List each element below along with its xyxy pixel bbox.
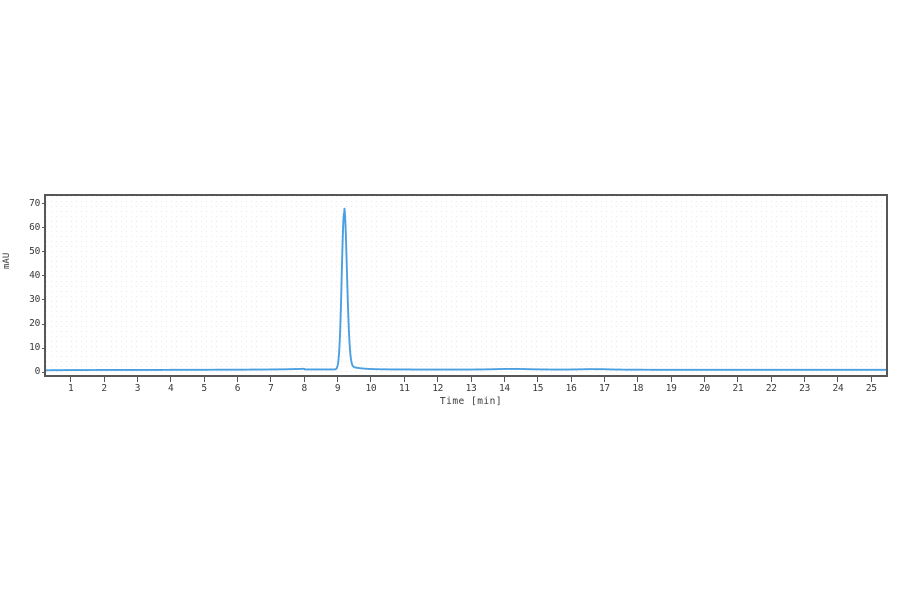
y-tick-label: 0	[34, 366, 41, 378]
x-tick-mark	[403, 377, 405, 382]
x-tick-label: 4	[168, 383, 174, 394]
x-tick-mark	[637, 377, 639, 382]
x-tick-label: 17	[599, 383, 610, 394]
x-tick-mark	[603, 377, 605, 382]
x-tick-mark	[870, 377, 872, 382]
x-tick-mark	[704, 377, 706, 382]
x-tick-mark	[170, 377, 172, 382]
x-tick-mark	[570, 377, 572, 382]
y-tick-label: 70	[29, 197, 40, 209]
x-tick-mark	[470, 377, 472, 382]
x-tick-mark	[236, 377, 238, 382]
x-tick-mark	[303, 377, 305, 382]
x-tick-label: 20	[699, 383, 710, 394]
x-tick-label: 23	[799, 383, 811, 394]
x-tick-mark	[737, 377, 739, 382]
x-tick-mark	[670, 377, 672, 382]
x-tick-label: 7	[268, 383, 274, 394]
x-tick-label: 22	[765, 383, 777, 394]
x-tick-label: 11	[398, 383, 410, 394]
x-tick-mark	[270, 377, 272, 382]
plot-area	[44, 194, 888, 377]
x-tick-mark	[337, 377, 339, 382]
x-tick-label: 12	[432, 383, 444, 394]
x-tick-mark	[804, 377, 806, 382]
chromatogram-trace-svg	[46, 207, 886, 372]
x-axis: 1 2 3 4 5 6 7 8 9 10 11 12 13 14 15 16 17 18 19 20 21 22 23 24 2…	[0, 377, 900, 399]
x-tick-label: 25	[865, 383, 877, 394]
x-tick-mark	[837, 377, 839, 382]
x-tick-mark	[370, 377, 372, 382]
x-tick-label: 14	[498, 383, 510, 394]
x-tick-label: 21	[732, 383, 744, 394]
x-tick-label: 3	[134, 383, 141, 394]
y-axis-title: mAU	[2, 252, 12, 269]
y-tick-label: 20	[29, 318, 40, 330]
x-tick-mark	[136, 377, 138, 382]
x-tick-label: 24	[832, 383, 844, 394]
x-tick-label: 13	[465, 383, 477, 394]
x-tick-label: 6	[234, 383, 241, 394]
x-tick-mark	[437, 377, 439, 382]
chromatogram-trace	[46, 207, 886, 372]
x-tick-label: 2	[101, 383, 107, 394]
y-tick-label: 30	[29, 293, 40, 305]
y-tick-label: 40	[29, 269, 40, 281]
x-axis-title: Time [min]	[0, 396, 900, 407]
y-tick-label: 60	[29, 221, 40, 233]
x-tick-label: 16	[565, 383, 577, 394]
y-axis: 0 10 20 30 40 50 60 70	[0, 190, 46, 385]
x-tick-label: 10	[365, 383, 377, 394]
y-tick-label: 50	[29, 245, 40, 257]
x-tick-mark	[503, 377, 505, 382]
x-tick-label: 15	[532, 383, 544, 394]
x-tick-mark	[770, 377, 772, 382]
x-axis-title-text: Time [min]	[439, 396, 503, 407]
y-tick-label: 10	[29, 342, 40, 354]
x-tick-label: 18	[632, 383, 644, 394]
x-tick-mark	[70, 377, 72, 382]
x-tick-label: 8	[301, 383, 307, 394]
x-tick-label: 19	[665, 383, 677, 394]
x-tick-mark	[103, 377, 105, 382]
x-tick-mark	[203, 377, 205, 382]
x-tick-label: 5	[201, 383, 207, 394]
x-tick-label: 1	[67, 383, 74, 394]
x-tick-mark	[537, 377, 539, 382]
x-tick-label: 9	[334, 383, 341, 394]
